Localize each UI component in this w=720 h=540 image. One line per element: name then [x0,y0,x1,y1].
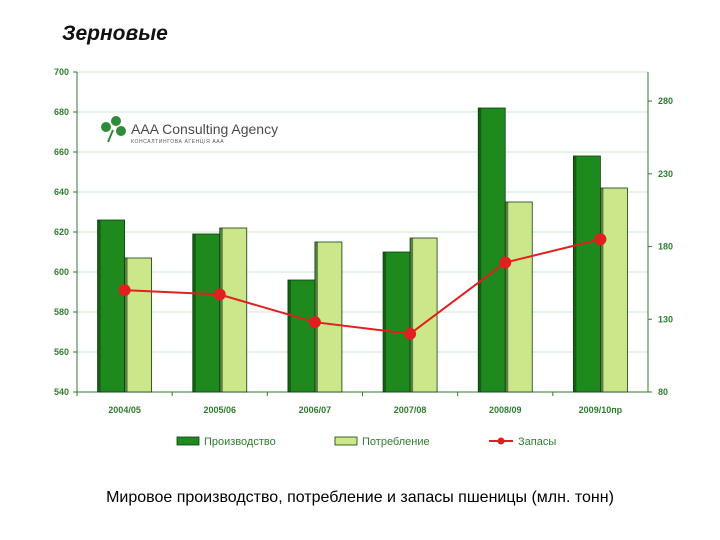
bar-production [382,251,411,393]
axes: 540 560 580 600 620 640 660 680 700 80 130 180 230 28… [54,67,673,415]
stock-line [118,233,607,340]
left-tick-label: 600 [54,267,69,277]
logo-main-text: AAA Consulting Agency [131,121,278,137]
bar-shadow [192,234,196,392]
chart-area: AAA Consulting Agency КОНСАЛТИНГОВА АГЕН… [54,67,673,448]
x-tick-label: 2007/08 [394,405,427,415]
bar-consumption [504,201,533,393]
legend-label: Запасы [518,436,556,448]
x-tick-label: 2005/06 [203,405,236,415]
x-tick-label: 2009/10пр [579,405,623,415]
x-tick-label: 2006/07 [299,405,332,415]
stock-point [118,284,131,297]
stock-point [594,233,607,246]
right-tick-label: 80 [658,387,668,397]
bar-shadow [287,280,291,392]
bar-production [477,107,506,393]
legend-label: Потребление [362,436,430,448]
right-tick-label: 230 [658,169,673,179]
bar-shadow [97,220,101,392]
bar-consumption [600,187,628,393]
legend-swatch [334,436,358,446]
right-tick-label: 280 [658,96,673,106]
bar-shadow [505,202,509,392]
bar-shadow [124,258,128,392]
left-tick-label: 660 [54,147,69,157]
bar-consumption [314,241,343,393]
left-tick-label: 640 [54,187,69,197]
stock-point [499,256,512,269]
legend-swatch-point [497,437,505,445]
bar-shadow [410,238,414,392]
bar-shadow [478,108,482,392]
right-tick-label: 130 [658,314,673,324]
right-tick-label: 180 [658,242,673,252]
left-tick-label: 700 [54,67,69,77]
bar-shadow [573,156,577,392]
chart-caption: Мировое производство, потребление и запа… [106,489,614,506]
bar-consumption [219,227,248,393]
bar-shadow [383,252,387,392]
left-tick-label: 540 [54,387,69,397]
bar-consumption [409,237,438,393]
bars [97,107,628,393]
bar-production [97,219,125,393]
left-tick-label: 580 [54,307,69,317]
grid-lines [77,71,648,393]
bar-consumption [124,257,152,393]
stock-point [308,316,321,329]
bar-shadow [600,188,604,392]
company-logo: AAA Consulting Agency КОНСАЛТИНГОВА АГЕН… [101,116,278,145]
stock-point [404,327,417,340]
logo-sub-text: КОНСАЛТИНГОВА АГЕНЦІЯ ААА [131,139,224,145]
bar-production [573,155,601,393]
stock-point [213,288,226,301]
bar-shadow [219,228,223,392]
legend-label: Производство [204,436,276,448]
bar-production [192,233,221,393]
x-tick-label: 2008/09 [489,405,522,415]
chart-heading: Зерновые [62,22,168,45]
legend-swatch [176,436,200,446]
left-tick-label: 620 [54,227,69,237]
left-tick-label: 560 [54,347,69,357]
left-tick-label: 680 [54,107,69,117]
clover-icon [101,116,126,143]
stock-line-path [124,238,601,335]
legend: Производство Потребление Запасы [176,436,556,448]
x-tick-label: 2004/05 [108,405,141,415]
bar-production [287,279,316,393]
